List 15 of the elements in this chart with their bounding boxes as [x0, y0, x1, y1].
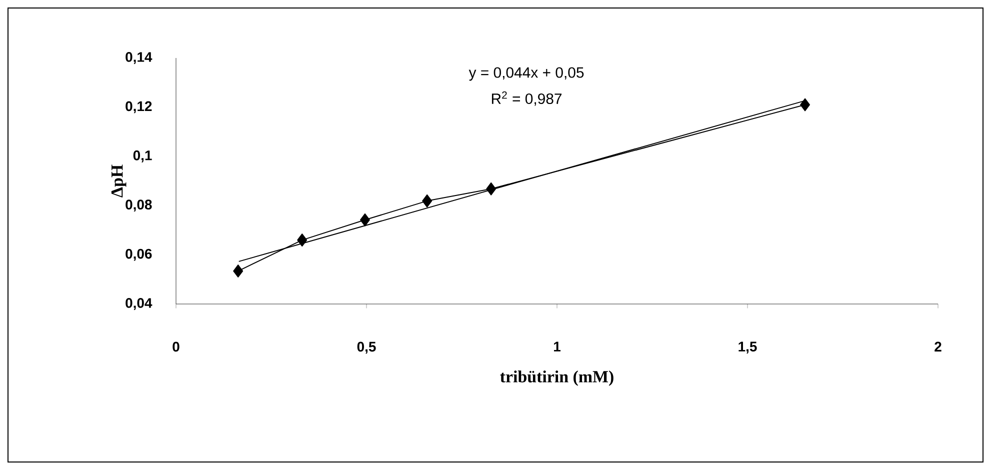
y-tick-label: 0,1: [133, 150, 152, 162]
y-axis-title: ΔpH: [111, 164, 126, 198]
x-tick-label: 1: [554, 342, 560, 352]
x-tick-label: 0: [172, 342, 180, 352]
annotation: y = 0,044x + 0,05: [468, 67, 584, 81]
y-tick-label: 0,06: [126, 248, 152, 261]
x-tick-label: 1,5: [738, 342, 757, 354]
x-tick-label: 2: [934, 342, 942, 352]
y-tick-label: 0,04: [126, 298, 152, 310]
y-tick-label: 0,14: [126, 52, 152, 64]
annotation: R$^{2}$ = 0,987: [492, 91, 562, 106]
x-tick-label: 0,5: [357, 342, 376, 354]
y-tick-label: 0,08: [126, 200, 152, 212]
x-axis-title: tribütirin (mM): [500, 370, 614, 386]
y-tick-label: 0,12: [126, 101, 152, 114]
